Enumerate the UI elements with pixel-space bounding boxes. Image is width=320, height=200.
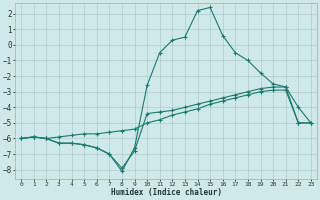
X-axis label: Humidex (Indice chaleur): Humidex (Indice chaleur) [110, 188, 221, 197]
